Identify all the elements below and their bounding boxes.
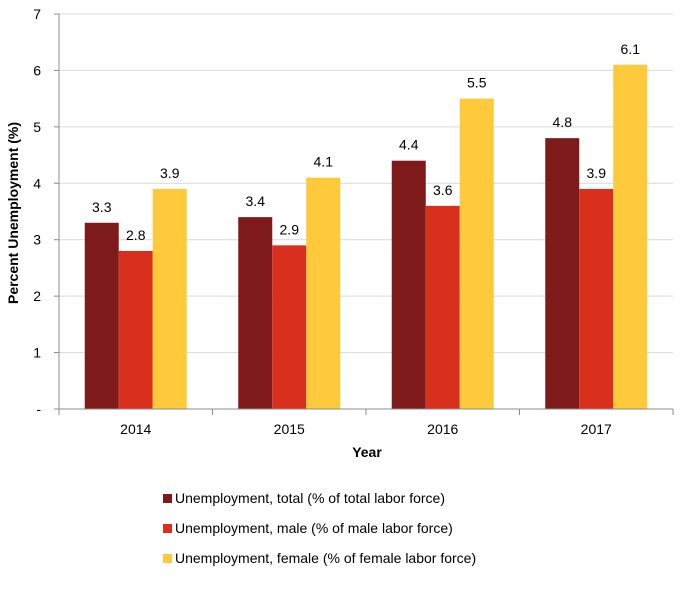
x-axis-title: Year <box>352 444 382 460</box>
legend-label: Unemployment, male (% of male labor forc… <box>175 520 453 536</box>
data-label: 3.6 <box>433 182 453 198</box>
bar <box>272 245 307 409</box>
y-tick-label: - <box>36 401 41 417</box>
y-tick-label: 1 <box>33 345 41 361</box>
bar <box>152 188 187 409</box>
data-label: 6.1 <box>621 41 641 57</box>
y-tick-label: 6 <box>33 62 41 78</box>
axes: - 1 2 3 4 5 6 7 2014 2015 2016 2017 <box>33 6 674 437</box>
bar <box>545 138 580 409</box>
y-axis-title: Percent Unemployment (%) <box>5 122 21 304</box>
bar <box>613 64 648 410</box>
y-tick-label: 4 <box>33 175 41 191</box>
data-label: 2.9 <box>280 221 300 237</box>
bar <box>459 98 494 410</box>
y-tick-label: 7 <box>33 6 41 22</box>
x-tick-label: 2015 <box>274 421 305 437</box>
legend-swatch <box>163 554 172 563</box>
bar <box>238 217 273 409</box>
bar <box>579 188 614 409</box>
legend-swatch <box>163 524 172 533</box>
legend-swatch <box>163 494 172 503</box>
legend: Unemployment, total (% of total labor fo… <box>163 490 476 566</box>
data-label: 3.9 <box>587 165 607 181</box>
data-label: 3.9 <box>160 165 180 181</box>
data-label: 4.1 <box>314 154 334 170</box>
bar <box>84 222 119 409</box>
data-label: 3.3 <box>92 199 112 215</box>
data-labels: 3.3 2.8 3.9 3.4 2.9 4.1 4.4 3.6 5.5 4.8 3.9 6.1 <box>92 41 640 243</box>
bar <box>306 177 341 409</box>
data-label: 4.4 <box>399 137 419 153</box>
y-tick-label: 3 <box>33 232 41 248</box>
data-label: 2.8 <box>126 227 146 243</box>
data-label: 4.8 <box>553 114 573 130</box>
bar <box>391 160 426 409</box>
data-label: 5.5 <box>467 75 487 91</box>
x-tick-label: 2016 <box>427 421 458 437</box>
bar <box>425 205 460 409</box>
legend-label: Unemployment, total (% of total labor fo… <box>175 490 445 506</box>
bar <box>118 251 153 409</box>
data-label: 3.4 <box>246 193 266 209</box>
legend-label: Unemployment, female (% of female labor … <box>175 550 476 566</box>
y-tick-label: 5 <box>33 119 41 135</box>
bars <box>84 64 648 410</box>
x-tick-label: 2014 <box>120 421 151 437</box>
x-tick-label: 2017 <box>581 421 612 437</box>
y-tick-label: 2 <box>33 288 41 304</box>
